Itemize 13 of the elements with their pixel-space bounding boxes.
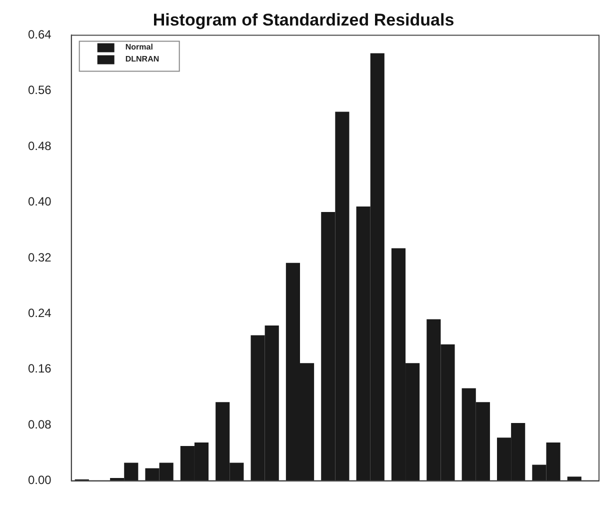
y-tick-label: 0.64 <box>28 28 52 42</box>
y-tick-label: 0.40 <box>28 194 52 209</box>
bar <box>567 476 582 481</box>
y-tick-label: 0.16 <box>28 362 52 376</box>
y-tick-label: 0.56 <box>28 83 52 98</box>
y-tick-label: 0.24 <box>28 306 52 320</box>
y-tick-label: 0.32 <box>28 250 52 264</box>
y-tick-label: 0.00 <box>28 473 52 488</box>
legend-label: Normal <box>125 42 153 52</box>
legend-label: DLNRAN <box>125 54 160 64</box>
y-tick-label: 0.48 <box>28 138 52 153</box>
y-tick-label: 0.08 <box>28 417 52 432</box>
chart-title: Histogram of Standardized Residuals <box>152 10 454 30</box>
